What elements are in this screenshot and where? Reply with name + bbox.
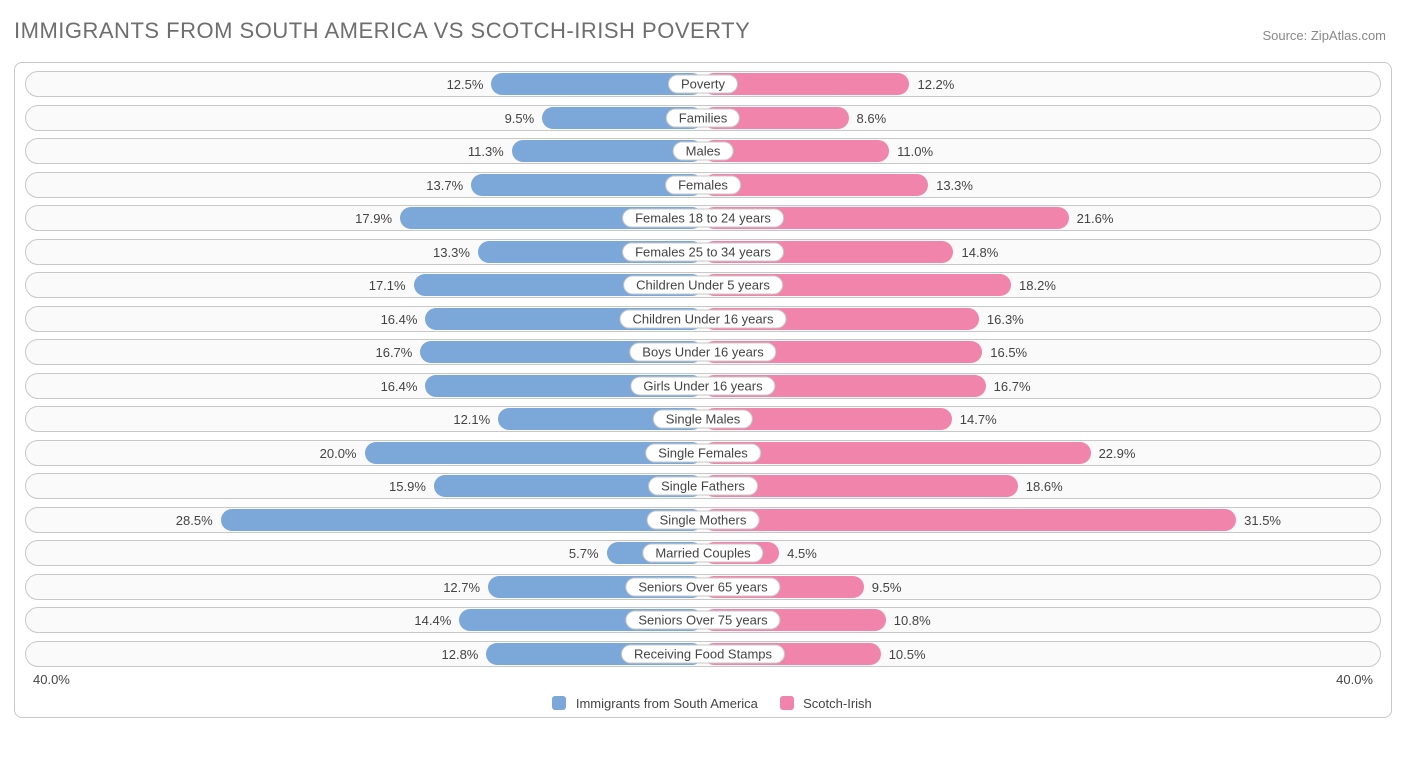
value-label-right: 14.7% [960, 407, 997, 433]
category-label: Males [673, 142, 734, 161]
bar-left [221, 509, 703, 531]
value-label-right: 16.5% [990, 340, 1027, 366]
chart-row: 16.4% 16.7% Girls Under 16 years [25, 373, 1381, 399]
value-label-right: 8.6% [857, 106, 887, 132]
category-label: Females 18 to 24 years [622, 209, 784, 228]
chart-row: 12.1% 14.7% Single Males [25, 406, 1381, 432]
value-label-left: 9.5% [505, 106, 535, 132]
legend-label-right: Scotch-Irish [803, 696, 872, 711]
category-label: Families [666, 108, 740, 127]
chart-row: 20.0% 22.9% Single Females [25, 440, 1381, 466]
value-label-left: 12.7% [443, 575, 480, 601]
value-label-right: 14.8% [961, 240, 998, 266]
value-label-right: 22.9% [1099, 441, 1136, 467]
chart-row: 17.1% 18.2% Children Under 5 years [25, 272, 1381, 298]
category-label: Married Couples [642, 544, 763, 563]
legend: Immigrants from South America Scotch-Iri… [15, 696, 1391, 711]
chart-rows: 12.5%12.2%Poverty9.5%8.6%Families11.3%11… [15, 71, 1391, 667]
chart-row: 15.9% 18.6% Single Fathers [25, 473, 1381, 499]
value-label-right: 18.6% [1026, 474, 1063, 500]
value-label-left: 11.3% [468, 139, 504, 165]
value-label-left: 16.4% [381, 307, 418, 333]
category-label: Females 25 to 34 years [622, 242, 784, 261]
chart-title: IMMIGRANTS FROM SOUTH AMERICA VS SCOTCH-… [14, 18, 750, 44]
category-label: Seniors Over 75 years [625, 611, 780, 630]
chart-row: 12.8% 10.5% Receiving Food Stamps [25, 641, 1381, 667]
legend-label-left: Immigrants from South America [576, 696, 758, 711]
category-label: Children Under 5 years [623, 276, 783, 295]
value-label-right: 16.3% [987, 307, 1024, 333]
category-label: Single Males [653, 410, 753, 429]
value-label-right: 10.8% [894, 608, 931, 634]
chart-row: 16.4% 16.3% Children Under 16 years [25, 306, 1381, 332]
chart-row: 12.7% 9.5% Seniors Over 65 years [25, 574, 1381, 600]
axis-max-right: 40.0% [1336, 672, 1373, 687]
chart-row: 11.3% 11.0% Males [25, 138, 1381, 164]
value-label-left: 5.7% [569, 541, 599, 567]
value-label-left: 13.7% [426, 173, 463, 199]
value-label-left: 28.5% [176, 508, 213, 534]
value-label-left: 12.8% [442, 642, 479, 668]
value-label-right: 9.5% [872, 575, 902, 601]
value-label-left: 15.9% [389, 474, 426, 500]
value-label-right: 11.0% [897, 139, 933, 165]
chart-frame: IMMIGRANTS FROM SOUTH AMERICA VS SCOTCH-… [0, 0, 1406, 758]
value-label-left: 17.9% [355, 206, 392, 232]
value-label-right: 21.6% [1077, 206, 1114, 232]
category-label: Poverty [668, 75, 738, 94]
value-label-left: 20.0% [320, 441, 357, 467]
category-label: Females [665, 175, 741, 194]
category-label: Girls Under 16 years [630, 376, 775, 395]
value-label-right: 13.3% [936, 173, 973, 199]
bar-right [703, 509, 1236, 531]
bar-right [703, 442, 1091, 464]
legend-swatch-left [552, 696, 566, 710]
chart-area: 12.5%12.2%Poverty9.5%8.6%Families11.3%11… [14, 62, 1392, 718]
chart-row: 13.3% 14.8% Females 25 to 34 years [25, 239, 1381, 265]
value-label-left: 12.5% [447, 72, 484, 98]
category-label: Single Females [645, 443, 761, 462]
value-label-left: 13.3% [433, 240, 470, 266]
category-label: Single Fathers [648, 477, 758, 496]
chart-row: 16.7% 16.5% Boys Under 16 years [25, 339, 1381, 365]
value-label-left: 16.7% [375, 340, 412, 366]
chart-row: 5.7% 4.5% Married Couples [25, 540, 1381, 566]
value-label-right: 10.5% [889, 642, 926, 668]
axis-max-left: 40.0% [33, 672, 70, 687]
category-label: Boys Under 16 years [629, 343, 776, 362]
chart-row: 9.5% 8.6% Families [25, 105, 1381, 131]
category-label: Seniors Over 65 years [625, 577, 780, 596]
value-label-left: 16.4% [381, 374, 418, 400]
chart-row: 28.5% 31.5% Single Mothers [25, 507, 1381, 533]
value-label-left: 14.4% [414, 608, 451, 634]
value-label-left: 17.1% [369, 273, 406, 299]
value-label-right: 16.7% [994, 374, 1031, 400]
value-label-right: 12.2% [917, 72, 954, 98]
category-label: Children Under 16 years [620, 309, 787, 328]
chart-row: 17.9% 21.6% Females 18 to 24 years [25, 205, 1381, 231]
category-label: Single Mothers [647, 510, 760, 529]
legend-swatch-right [780, 696, 794, 710]
category-label: Receiving Food Stamps [621, 644, 785, 663]
chart-row: 12.5% 12.2% Poverty [25, 71, 1381, 97]
value-label-right: 4.5% [787, 541, 817, 567]
value-label-right: 31.5% [1244, 508, 1281, 534]
value-label-left: 12.1% [453, 407, 490, 433]
source-attribution: Source: ZipAtlas.com [1262, 28, 1386, 43]
chart-row: 13.7% 13.3% Females [25, 172, 1381, 198]
value-label-right: 18.2% [1019, 273, 1056, 299]
chart-row: 14.4% 10.8% Seniors Over 75 years [25, 607, 1381, 633]
